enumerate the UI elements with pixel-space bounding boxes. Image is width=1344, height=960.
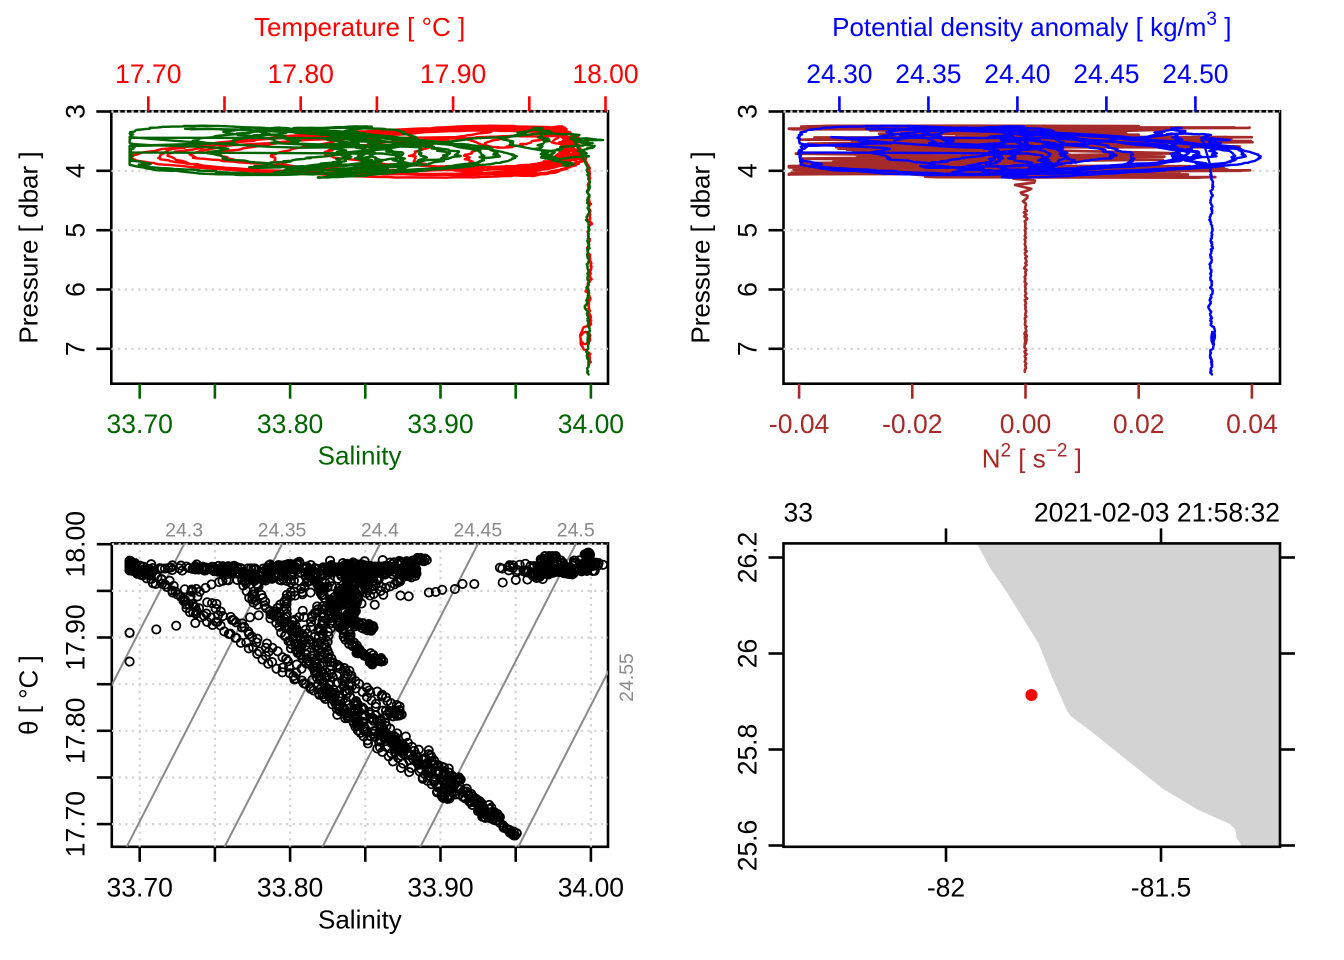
svg-text:17.70: 17.70 xyxy=(115,59,181,89)
svg-text:33.80: 33.80 xyxy=(257,873,323,903)
svg-text:Potential density anomaly [ kg: Potential density anomaly [ kg/m3 ] xyxy=(832,9,1231,42)
svg-text:0.04: 0.04 xyxy=(1226,409,1278,439)
svg-text:3: 3 xyxy=(61,104,91,119)
svg-text:5: 5 xyxy=(61,223,91,238)
svg-text:-0.04: -0.04 xyxy=(769,409,829,439)
svg-text:17.70: 17.70 xyxy=(61,791,91,857)
svg-text:-0.02: -0.02 xyxy=(882,409,942,439)
svg-text:3: 3 xyxy=(733,104,763,119)
svg-text:Pressure [ dbar ]: Pressure [ dbar ] xyxy=(14,151,44,343)
svg-text:33: 33 xyxy=(784,498,813,528)
svg-text:0.00: 0.00 xyxy=(1000,409,1052,439)
svg-text:24.45: 24.45 xyxy=(1073,59,1139,89)
svg-text:18.00: 18.00 xyxy=(61,511,91,577)
svg-text:4: 4 xyxy=(61,163,91,178)
svg-text:26: 26 xyxy=(733,639,763,668)
svg-text:17.90: 17.90 xyxy=(61,604,91,670)
svg-text:0.02: 0.02 xyxy=(1113,409,1165,439)
svg-text:24.4: 24.4 xyxy=(361,519,399,541)
svg-text:5: 5 xyxy=(733,223,763,238)
svg-text:24.30: 24.30 xyxy=(806,59,872,89)
svg-text:24.45: 24.45 xyxy=(453,519,502,541)
svg-text:24.5: 24.5 xyxy=(557,519,595,541)
svg-text:6: 6 xyxy=(61,282,91,297)
svg-text:Salinity: Salinity xyxy=(318,441,402,471)
svg-text:17.80: 17.80 xyxy=(61,698,91,764)
svg-text:2021-02-03 21:58:32: 2021-02-03 21:58:32 xyxy=(1034,498,1280,528)
svg-text:Salinity: Salinity xyxy=(318,905,402,935)
svg-text:33.70: 33.70 xyxy=(107,873,173,903)
svg-text:34.00: 34.00 xyxy=(558,409,624,439)
svg-text:7: 7 xyxy=(733,341,763,356)
svg-text:24.35: 24.35 xyxy=(895,59,961,89)
svg-text:24.3: 24.3 xyxy=(165,519,203,541)
svg-text:θ [ °C ]: θ [ °C ] xyxy=(14,655,44,735)
svg-text:N2 [ s−2 ]: N2 [ s−2 ] xyxy=(982,441,1082,474)
svg-text:-82: -82 xyxy=(927,873,965,903)
svg-text:Pressure [ dbar ]: Pressure [ dbar ] xyxy=(686,151,716,343)
svg-text:17.90: 17.90 xyxy=(420,59,486,89)
svg-text:-81.5: -81.5 xyxy=(1131,873,1191,903)
svg-text:24.35: 24.35 xyxy=(258,519,307,541)
svg-text:18.00: 18.00 xyxy=(572,59,638,89)
svg-text:7: 7 xyxy=(61,341,91,356)
svg-text:33.90: 33.90 xyxy=(407,409,473,439)
svg-text:4: 4 xyxy=(733,163,763,178)
svg-text:33.70: 33.70 xyxy=(107,409,173,439)
svg-text:24.50: 24.50 xyxy=(1162,59,1228,89)
svg-text:24.40: 24.40 xyxy=(984,59,1050,89)
svg-text:26.2: 26.2 xyxy=(733,532,763,584)
svg-text:33.90: 33.90 xyxy=(407,873,473,903)
svg-text:33.80: 33.80 xyxy=(257,409,323,439)
svg-text:17.80: 17.80 xyxy=(268,59,334,89)
svg-text:25.6: 25.6 xyxy=(733,820,763,872)
svg-text:25.8: 25.8 xyxy=(733,724,763,776)
svg-text:6: 6 xyxy=(733,282,763,297)
svg-text:34.00: 34.00 xyxy=(558,873,624,903)
svg-text:24.55: 24.55 xyxy=(616,653,638,702)
svg-text:Temperature [ °C ]: Temperature [ °C ] xyxy=(254,12,465,42)
